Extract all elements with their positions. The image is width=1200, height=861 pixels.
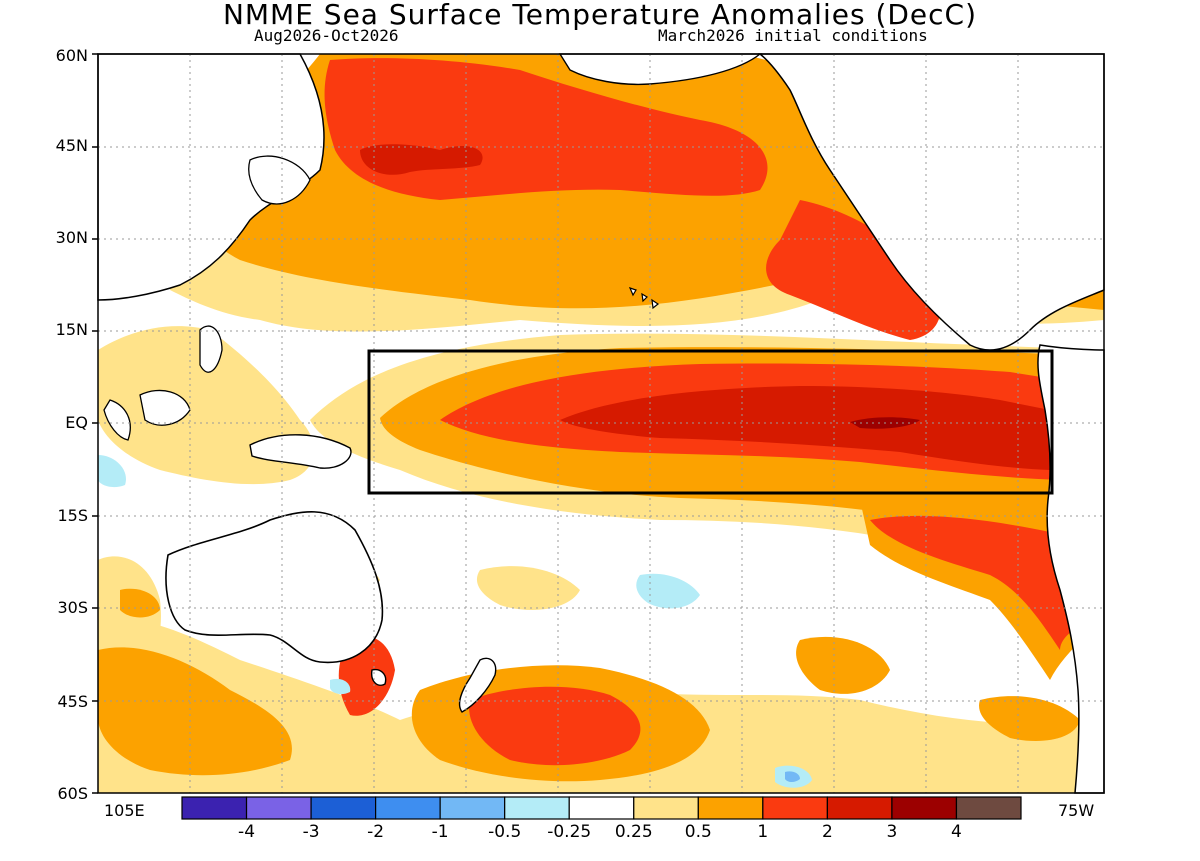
colorbar-tick-label: 2 (821, 822, 833, 842)
colorbar-tick-label: 0.5 (684, 822, 712, 842)
lat-label-60s: 60S (57, 784, 88, 803)
tasmania-outline (370, 668, 387, 686)
colorbar-tick-label: -2 (367, 822, 385, 842)
lat-label-45n: 45N (55, 136, 88, 155)
colorbar-tick-label: -4 (238, 822, 256, 842)
initial-conditions-label: March2026 initial conditions (658, 26, 928, 45)
hawaii-outline (628, 287, 660, 310)
east-asia-outline (97, 53, 325, 301)
colorbar (181, 796, 1022, 820)
new-guinea-outline (249, 434, 352, 469)
colorbar-swatch (826, 796, 893, 820)
lon-label-105e: 105E (104, 801, 145, 820)
lat-label-45s: 45S (57, 692, 88, 711)
borneo-outline (139, 389, 191, 426)
chart-title: NMME Sea Surface Temperature Anomalies (… (222, 0, 978, 31)
lat-label-60n: 60N (55, 46, 88, 65)
colorbar-tick-label: 1 (757, 822, 769, 842)
colorbar-swatch (181, 796, 248, 820)
colorbar-swatch (375, 796, 441, 820)
new-zealand-outline (458, 657, 497, 713)
colorbar-swatch (245, 796, 312, 820)
forecast-period-label: Aug2026-Oct2026 (254, 26, 399, 45)
australia-outline (165, 511, 384, 664)
lat-label-30n: 30N (55, 228, 88, 247)
alaska-outline (558, 53, 762, 86)
colorbar-tick-label: -0.25 (547, 822, 592, 842)
lat-ticks (92, 53, 98, 794)
colorbar-tick-label: 0.25 (614, 822, 653, 842)
colorbar-swatch (568, 796, 635, 820)
colorbar-swatch (697, 796, 764, 820)
philippines-outline (199, 325, 223, 373)
japan-outline (248, 155, 311, 205)
colorbar-swatch (891, 796, 958, 820)
lat-label-30s: 30S (57, 598, 88, 617)
colorbar-swatch (633, 796, 699, 820)
colorbar-tick-label: 3 (886, 822, 898, 842)
colorbar-swatch (310, 796, 377, 820)
lon-label-75w: 75W (1058, 801, 1095, 820)
colorbar-tick-label: -3 (302, 822, 320, 842)
colorbar-swatch (504, 796, 570, 820)
lat-label-15n: 15N (55, 320, 88, 339)
sumatra-outline (103, 399, 131, 441)
colorbar-tick-label: 4 (951, 822, 962, 842)
lat-label-15s: 15S (57, 506, 88, 525)
colorbar-swatch (439, 796, 506, 820)
colorbar-tick-label: -0.5 (488, 822, 522, 842)
colorbar-swatch (762, 796, 828, 820)
colorbar-tick-label: -1 (431, 822, 449, 842)
nino-region-box (367, 349, 1054, 495)
lat-label-eq: EQ (65, 413, 88, 432)
colorbar-swatch (955, 796, 1022, 820)
